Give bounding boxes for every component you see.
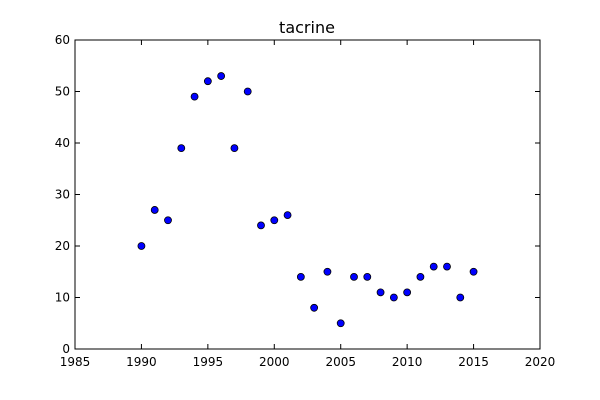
chart-title: tacrine	[279, 18, 335, 37]
data-point	[230, 144, 239, 153]
data-point	[416, 272, 425, 281]
data-point	[310, 303, 319, 312]
data-point	[203, 77, 212, 86]
data-point	[389, 293, 398, 302]
data-point	[429, 262, 438, 271]
data-point	[336, 319, 345, 328]
data-point	[296, 272, 305, 281]
data-point	[456, 293, 465, 302]
data-point	[257, 221, 265, 230]
x-tick-label: 2020	[525, 355, 556, 369]
y-axis: 0 10 20 30 40 50 60	[55, 33, 540, 356]
y-tick-label: 10	[55, 291, 70, 305]
data-point	[150, 206, 159, 214]
data-point	[164, 216, 172, 225]
x-tick-label: 2005	[325, 355, 356, 369]
data-point	[177, 144, 186, 153]
x-tick-label: 1990	[126, 355, 157, 369]
y-tick-label: 60	[55, 33, 70, 47]
data-point	[469, 267, 478, 276]
data-point	[363, 272, 372, 281]
x-axis: 1985 1990 1995 2000 2005 2010 2015 2020	[60, 40, 556, 369]
data-point	[350, 272, 358, 281]
data-point	[270, 216, 279, 225]
data-point	[283, 211, 292, 220]
data-point	[190, 92, 199, 101]
x-tick-label: 2015	[458, 355, 489, 369]
data-point	[403, 288, 412, 297]
x-tick-label: 1995	[193, 355, 224, 369]
data-point	[137, 242, 146, 250]
x-tick-label: 2010	[392, 355, 423, 369]
y-tick-label: 0	[62, 342, 70, 356]
data-point	[443, 262, 451, 271]
data-point	[376, 288, 385, 297]
x-tick-label: 1985	[60, 355, 91, 369]
data-point	[217, 72, 226, 80]
y-tick-label: 40	[55, 136, 70, 150]
data-point	[243, 87, 252, 96]
y-tick-label: 30	[55, 188, 70, 202]
data-point	[323, 267, 332, 276]
y-tick-label: 20	[55, 239, 70, 253]
x-tick-label: 2000	[259, 355, 290, 369]
y-tick-label: 50	[55, 85, 70, 99]
plot-area	[137, 72, 478, 328]
